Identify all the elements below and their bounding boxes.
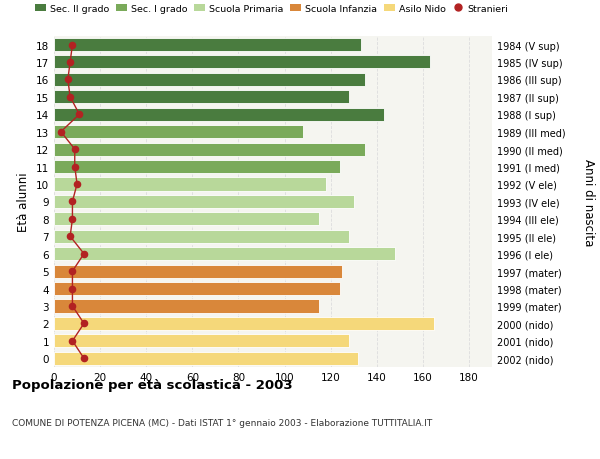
Y-axis label: Anni di nascita: Anni di nascita xyxy=(582,158,595,246)
Bar xyxy=(54,74,365,87)
Bar xyxy=(54,196,353,208)
Point xyxy=(74,112,84,119)
Text: Popolazione per età scolastica - 2003: Popolazione per età scolastica - 2003 xyxy=(12,379,293,392)
Point xyxy=(72,181,82,188)
Bar xyxy=(54,143,365,157)
Point xyxy=(63,77,73,84)
Point xyxy=(68,198,77,206)
Point xyxy=(65,59,75,67)
Point xyxy=(79,355,89,362)
Y-axis label: Età alunni: Età alunni xyxy=(17,172,31,232)
Bar xyxy=(54,352,358,365)
Bar xyxy=(54,91,349,104)
Bar xyxy=(54,161,340,174)
Bar xyxy=(54,335,349,347)
Bar xyxy=(54,300,319,313)
Point xyxy=(65,233,75,241)
Bar xyxy=(54,56,430,69)
Point xyxy=(68,285,77,292)
Bar xyxy=(54,230,349,243)
Legend: Sec. II grado, Sec. I grado, Scuola Primaria, Scuola Infanzia, Asilo Nido, Stran: Sec. II grado, Sec. I grado, Scuola Prim… xyxy=(35,5,508,14)
Point xyxy=(65,94,75,101)
Point xyxy=(56,129,66,136)
Bar xyxy=(54,247,395,261)
Point xyxy=(79,320,89,327)
Point xyxy=(68,216,77,223)
Bar xyxy=(54,265,342,278)
Point xyxy=(68,302,77,310)
Point xyxy=(68,268,77,275)
Point xyxy=(70,163,80,171)
Point xyxy=(79,251,89,258)
Text: COMUNE DI POTENZA PICENA (MC) - Dati ISTAT 1° gennaio 2003 - Elaborazione TUTTIT: COMUNE DI POTENZA PICENA (MC) - Dati IST… xyxy=(12,418,432,427)
Bar xyxy=(54,39,361,52)
Bar xyxy=(54,178,326,191)
Bar xyxy=(54,108,383,122)
Bar xyxy=(54,282,340,296)
Point xyxy=(68,42,77,49)
Point xyxy=(68,337,77,345)
Point xyxy=(70,146,80,153)
Bar xyxy=(54,317,434,330)
Bar xyxy=(54,213,319,226)
Bar xyxy=(54,126,303,139)
